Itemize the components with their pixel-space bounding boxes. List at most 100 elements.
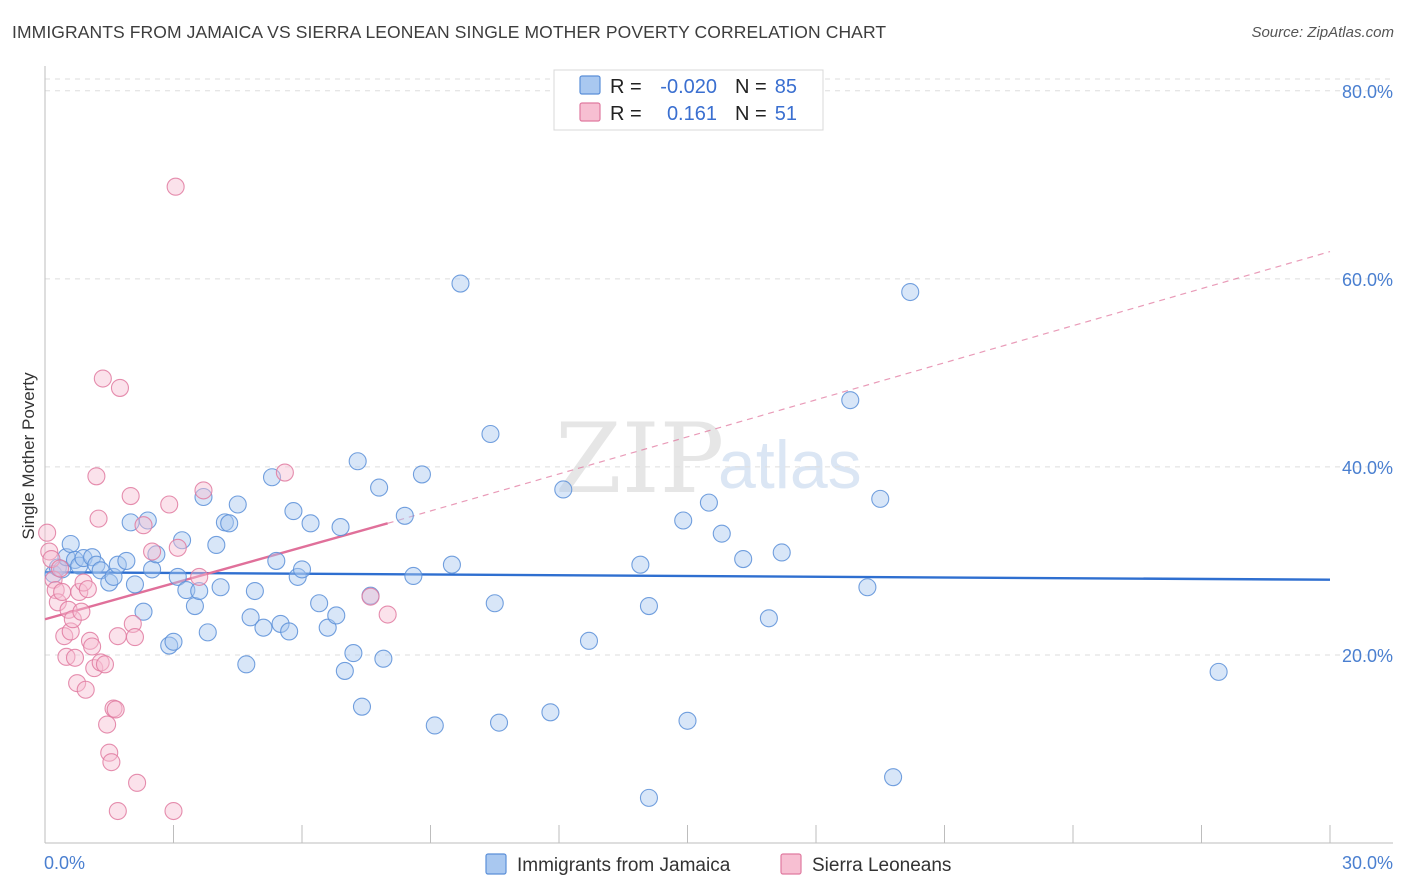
point-jamaica (61, 534, 80, 554)
point-jamaica (237, 655, 256, 674)
point-sierra-leone (89, 509, 108, 528)
legend-r-value-sierra-leone: 0.161 (667, 103, 717, 125)
point-jamaica (185, 597, 204, 616)
point-jamaica (541, 703, 560, 722)
point-sierra-leone (76, 680, 95, 699)
trend-line-sierra-leone-extension (387, 251, 1331, 524)
legend-n-label-sierra-leone: N = (735, 103, 767, 125)
point-jamaica (425, 716, 444, 735)
point-jamaica (143, 560, 162, 579)
point-jamaica (489, 713, 509, 732)
legend-swatch-jamaica (579, 75, 601, 95)
trend-line-sierra-leone (44, 522, 388, 621)
point-sierra-leone (378, 605, 397, 624)
point-sierra-leone (72, 602, 91, 621)
bottom-legend-swatch-sierra-leone (780, 853, 802, 875)
watermark: ZIP atlas (555, 403, 862, 515)
y-tick-label: 60.0% (1342, 270, 1393, 290)
point-sierra-leone (123, 614, 142, 633)
point-jamaica (327, 606, 346, 625)
point-jamaica (374, 649, 393, 668)
point-sierra-leone (168, 538, 187, 557)
point-jamaica (451, 274, 470, 293)
point-sierra-leone (361, 587, 380, 606)
point-sierra-leone (95, 655, 115, 674)
legend-n-value-sierra-leone: 51 (775, 103, 797, 125)
point-jamaica (442, 555, 461, 574)
point-jamaica (841, 391, 860, 410)
point-sierra-leone (121, 486, 140, 506)
point-sierra-leone (128, 773, 147, 792)
bottom-legend-label-sierra-leone: Sierra Leoneans (812, 855, 951, 876)
point-sierra-leone (108, 801, 127, 821)
point-jamaica (301, 514, 320, 533)
legend-box: R = -0.020 N = 85 R = 0.161 N = 51 (553, 69, 824, 131)
point-sierra-leone (190, 567, 209, 586)
point-sierra-leone (143, 542, 162, 561)
legend-r-value-jamaica: -0.020 (660, 76, 717, 98)
point-sierra-leone (38, 523, 57, 542)
point-sierra-leone (160, 495, 179, 514)
point-jamaica (310, 594, 329, 613)
chart-source: Source: ZipAtlas.com (1251, 24, 1394, 41)
bottom-legend: Immigrants from Jamaica Sierra Leoneans (485, 853, 951, 876)
y-axis-label: Single Mother Poverty (19, 372, 38, 540)
point-jamaica (1209, 662, 1228, 681)
point-jamaica (331, 518, 350, 537)
point-jamaica (858, 578, 877, 597)
point-sierra-leone (275, 463, 294, 482)
point-jamaica (871, 489, 890, 508)
y-tick-label: 40.0% (1342, 458, 1393, 478)
y-tick-label: 20.0% (1342, 646, 1393, 666)
x-tick-label-max: 30.0% (1342, 853, 1393, 873)
y-tick-label: 80.0% (1342, 82, 1393, 102)
point-sierra-leone (98, 715, 117, 734)
point-sierra-leone (40, 542, 59, 561)
point-sierra-leone (78, 580, 97, 599)
point-jamaica (164, 632, 183, 651)
point-sierra-leone (106, 700, 125, 719)
data-points (38, 177, 1228, 821)
point-jamaica (404, 566, 423, 586)
point-jamaica (194, 487, 213, 507)
point-jamaica (228, 495, 247, 514)
legend-swatch-sierra-leone (579, 102, 601, 122)
point-jamaica (267, 551, 286, 570)
point-sierra-leone (65, 648, 85, 667)
point-sierra-leone (134, 516, 153, 535)
point-jamaica (284, 502, 303, 521)
point-jamaica (190, 581, 209, 601)
legend-n-label-jamaica: N = (735, 76, 767, 98)
point-jamaica (125, 575, 144, 594)
point-jamaica (901, 282, 920, 302)
point-jamaica (352, 697, 372, 716)
point-jamaica (318, 618, 337, 637)
axes (44, 66, 1393, 844)
point-jamaica (220, 514, 239, 533)
point-jamaica (579, 631, 599, 650)
point-jamaica (211, 578, 230, 597)
point-jamaica (759, 609, 778, 628)
point-jamaica (631, 555, 650, 574)
y-tick-labels: 20.0% 40.0% 60.0% 80.0% (1342, 82, 1393, 666)
trend-line-jamaica (44, 571, 1331, 581)
point-jamaica (485, 594, 504, 613)
point-jamaica (699, 493, 718, 512)
point-sierra-leone (166, 177, 185, 196)
point-jamaica (712, 524, 731, 543)
bottom-legend-swatch-jamaica (485, 853, 507, 875)
point-jamaica (344, 644, 363, 663)
point-jamaica (168, 567, 187, 586)
gridlines (45, 78, 1393, 656)
point-jamaica (177, 581, 196, 600)
point-jamaica (254, 618, 273, 637)
point-sierra-leone (164, 801, 183, 821)
x-tick-label-min: 0.0% (44, 853, 85, 873)
point-jamaica (674, 511, 693, 530)
watermark-atlas: atlas (718, 427, 862, 503)
point-sierra-leone (83, 637, 102, 656)
point-sierra-leone (125, 628, 144, 647)
point-sierra-leone (93, 369, 112, 388)
point-sierra-leone (108, 627, 127, 646)
